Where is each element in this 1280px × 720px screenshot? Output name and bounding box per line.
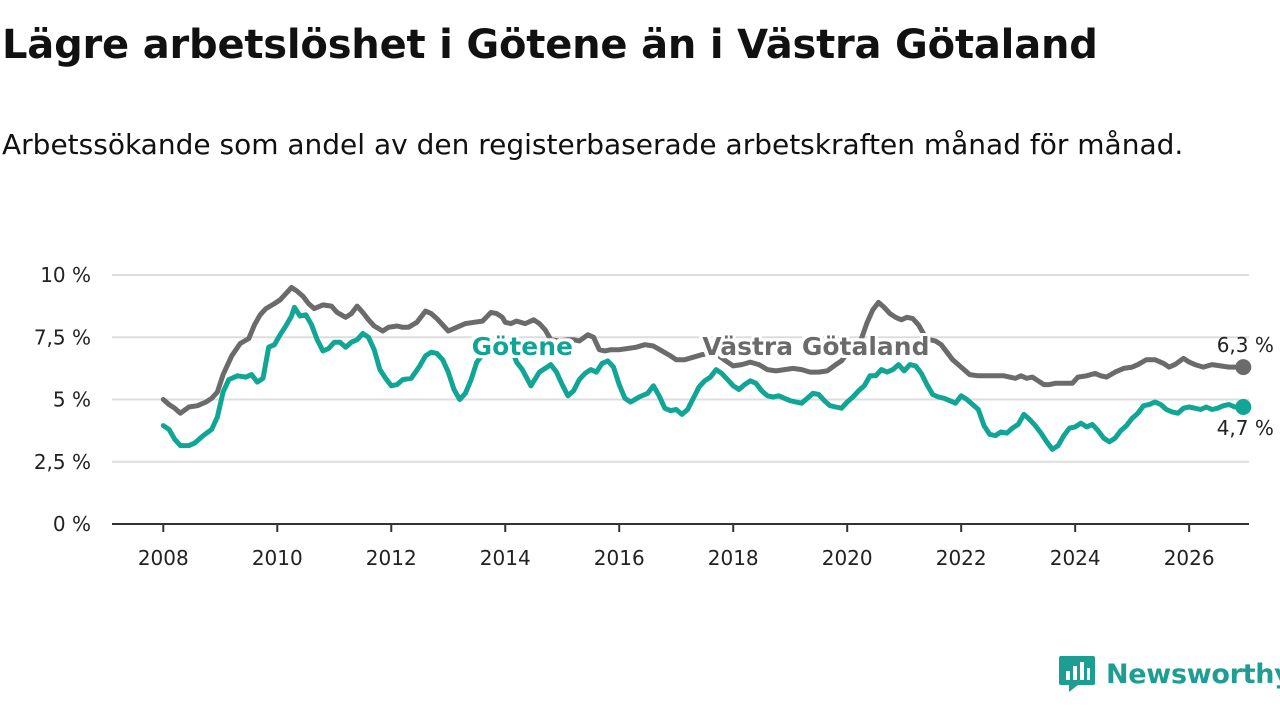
end-label-vastra-gotaland: 6,3 % [1217,333,1274,357]
series-labels: 6,3 % 4,7 % Götene Västra Götaland [472,332,1274,440]
y-tick-label: 0 % [53,512,91,536]
x-tick-label: 2022 [936,546,987,570]
x-tick-label: 2024 [1050,546,1101,570]
x-tick-label: 2018 [708,546,759,570]
x-tick-label: 2012 [366,546,417,570]
y-axis-ticks: 0 % 2,5 % 5 % 7,5 % 10 % [34,263,91,536]
x-tick-label: 2020 [822,546,873,570]
y-tick-label: 7,5 % [34,325,91,349]
x-axis-ticks: 2008 2010 2012 2014 2016 2018 2020 2022 2024 2026 [138,524,1215,570]
x-tick-label: 2014 [480,546,531,570]
end-dot-vastra-gotaland [1235,359,1252,376]
brand-name: Newsworthy [1106,658,1280,690]
series-lines [160,285,1252,452]
newsworthy-brand: Newsworthy [1058,652,1280,696]
y-tick-label: 2,5 % [34,450,91,474]
series-line-vastra-gotaland [160,285,1246,416]
y-tick-label: 10 % [40,263,91,287]
end-dot-gotene [1235,398,1252,415]
series-label-vastra-gotaland: Västra Götaland [702,332,929,361]
series-line-gotene [160,304,1246,452]
x-tick-label: 2008 [138,546,189,570]
chart-title: Lägre arbetslöshet i Götene än i Västra … [2,22,1098,68]
newsworthy-logo-icon [1059,656,1095,692]
series-label-gotene: Götene [472,332,573,361]
chart-subtitle: Arbetssökande som andel av den registerb… [2,128,1184,161]
grid-lines [112,274,1249,525]
x-tick-label: 2010 [252,546,303,570]
y-tick-label: 5 % [53,388,91,412]
x-tick-label: 2016 [594,546,645,570]
end-label-gotene: 4,7 % [1217,416,1274,440]
x-tick-label: 2026 [1164,546,1215,570]
